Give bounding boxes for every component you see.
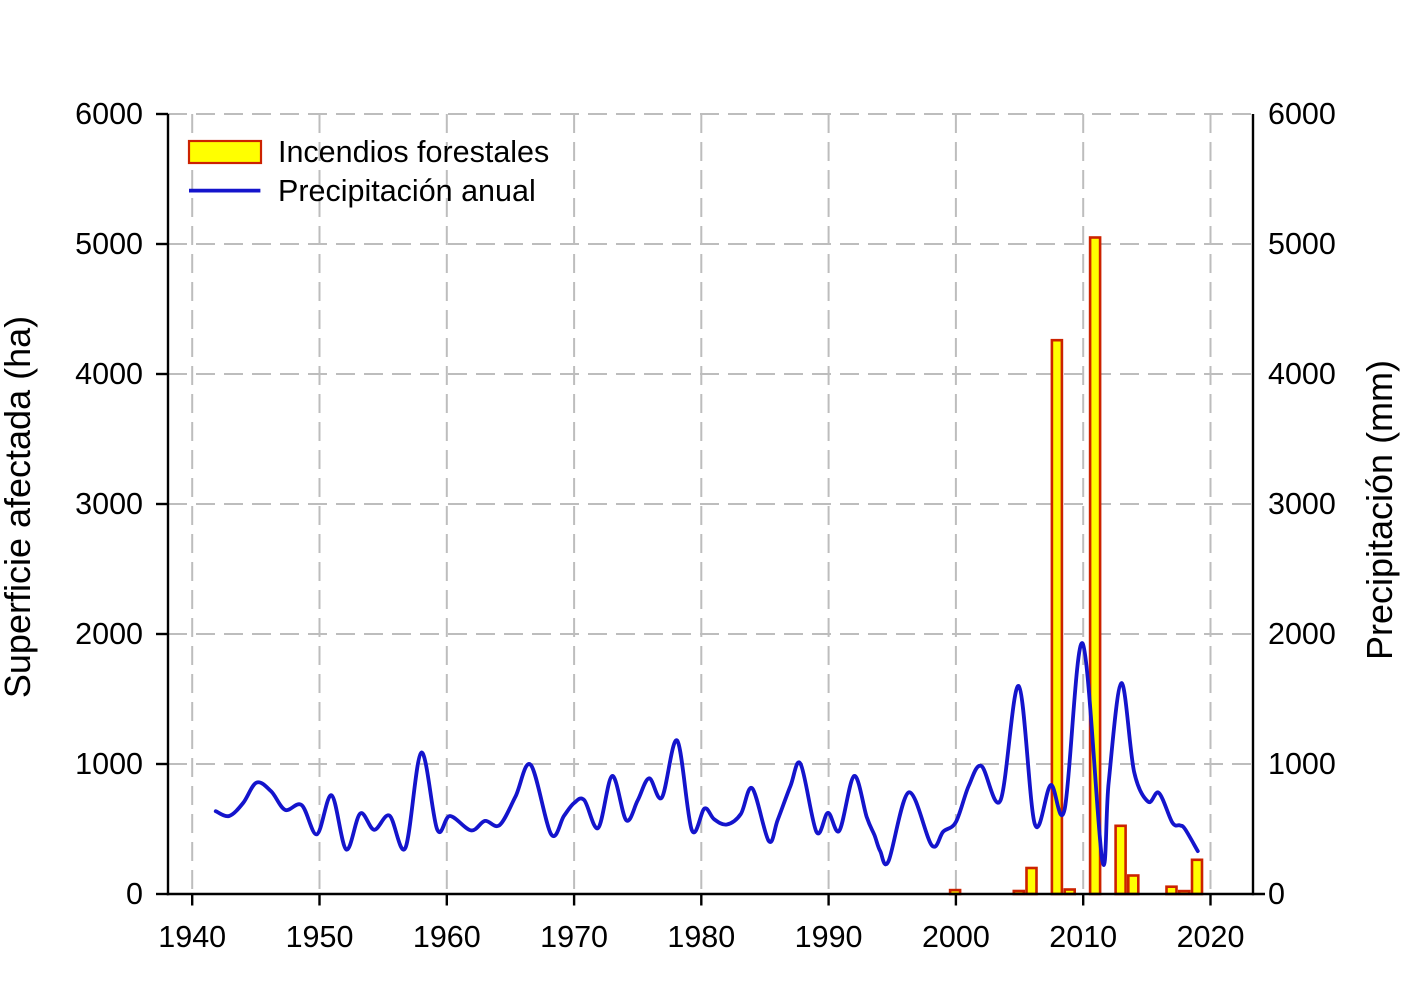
svg-text:2000: 2000 (1268, 617, 1336, 651)
svg-text:Precipitación (mm): Precipitación (mm) (1359, 360, 1400, 660)
svg-text:1950: 1950 (286, 920, 354, 954)
svg-text:1000: 1000 (1268, 747, 1336, 781)
svg-text:6000: 6000 (1268, 97, 1336, 131)
svg-text:1000: 1000 (75, 747, 143, 781)
svg-text:2010: 2010 (1049, 920, 1117, 954)
svg-text:4000: 4000 (1268, 357, 1336, 391)
svg-text:3000: 3000 (75, 487, 143, 521)
svg-text:1980: 1980 (667, 920, 735, 954)
svg-text:2000: 2000 (75, 617, 143, 651)
svg-text:0: 0 (126, 877, 143, 911)
svg-text:4000: 4000 (75, 357, 143, 391)
svg-text:2000: 2000 (922, 920, 990, 954)
svg-text:6000: 6000 (75, 97, 143, 131)
svg-text:Incendios forestales: Incendios forestales (278, 135, 549, 169)
svg-text:0: 0 (1268, 877, 1285, 911)
svg-text:2020: 2020 (1177, 920, 1245, 954)
svg-text:1960: 1960 (413, 920, 481, 954)
svg-text:Precipitación anual: Precipitación anual (278, 174, 536, 208)
svg-text:1990: 1990 (795, 920, 863, 954)
svg-text:5000: 5000 (75, 227, 143, 261)
svg-text:1940: 1940 (158, 920, 226, 954)
svg-text:3000: 3000 (1268, 487, 1336, 521)
svg-text:Superficie afectada (ha): Superficie afectada (ha) (0, 316, 38, 698)
svg-text:5000: 5000 (1268, 227, 1336, 261)
svg-text:1970: 1970 (540, 920, 608, 954)
